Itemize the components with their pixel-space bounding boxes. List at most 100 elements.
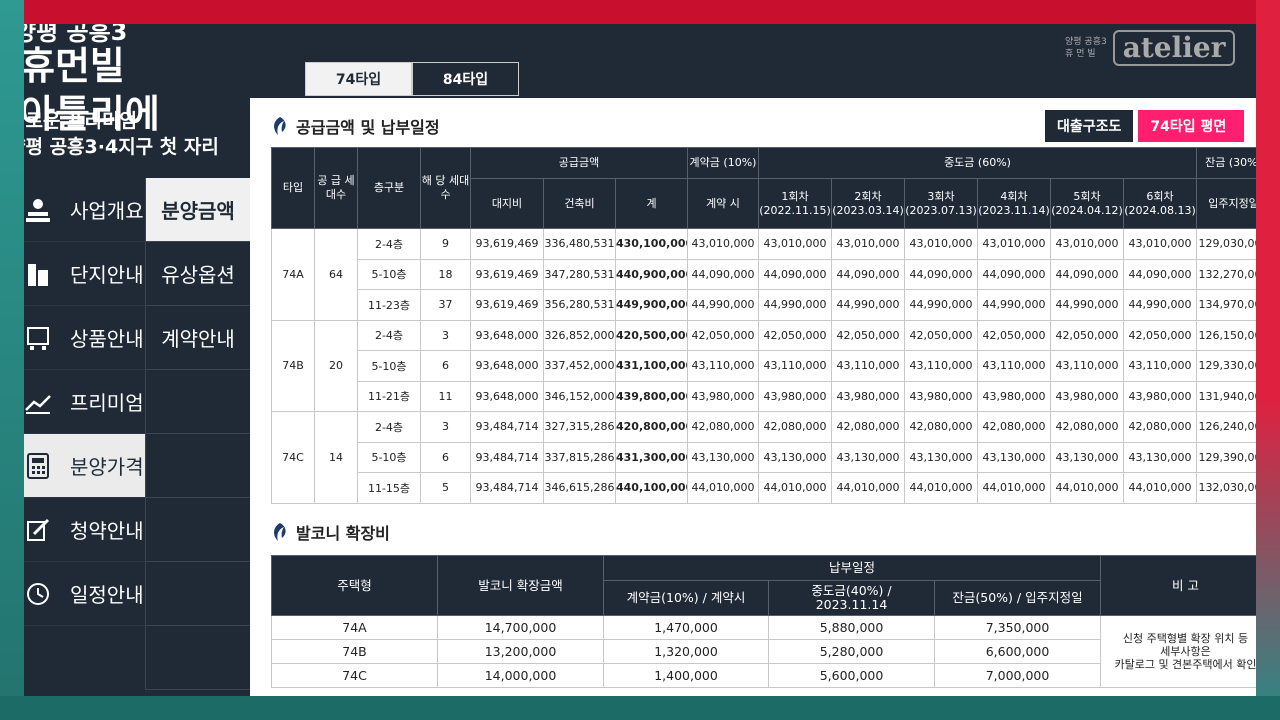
amount-cell: 42,050,000	[831, 319, 905, 351]
submenu-item[interactable]: 분양금액	[146, 178, 250, 242]
menu-item[interactable]: 일정안내	[24, 562, 145, 626]
floor-cell: 11-23층	[357, 289, 421, 321]
logo-text: atelier	[1112, 30, 1236, 66]
submenu-item[interactable]: 계약안내	[146, 306, 250, 370]
round-label: 2회차	[854, 189, 882, 203]
amount-cell: 43,110,000	[758, 350, 832, 382]
menu-item[interactable]: 상품안내	[24, 306, 145, 370]
amount-cell: 43,010,000	[904, 228, 978, 260]
amount-cell: 420,500,000	[615, 319, 688, 351]
amount-cell: 42,080,000	[1122, 411, 1198, 443]
note-line: 세부사항은	[1160, 645, 1211, 658]
content: 공급금액 및 납부일정 대출구조도 74타입 평면 타입 공 급 세대수 층구분 해 …	[250, 98, 1256, 696]
floor-cell: 5-10층	[357, 441, 421, 473]
amount-cell: 44,090,000	[904, 258, 978, 290]
floor-cell: 2-4층	[357, 411, 421, 443]
header-cell: 납부일정	[603, 555, 1101, 581]
header-row: 계약금(10%) / 계약시 중도금(40%) /2023.11.14 잔금(50%…	[272, 580, 1257, 616]
amount-cell: 42,080,000	[831, 411, 905, 443]
floor-cell: 2-4층	[357, 319, 421, 351]
count-cell: 5	[420, 472, 471, 504]
count-cell: 18	[420, 258, 471, 290]
menu-label: 단지안내	[70, 263, 144, 287]
menu-item[interactable]: 프리미엄	[24, 370, 145, 434]
menu-icon	[26, 198, 50, 222]
tagline-line: 새로운 프리미엄	[8, 110, 137, 132]
submenu-item	[146, 562, 250, 626]
tab[interactable]: 84타입	[412, 62, 519, 96]
header-cell: 공급금액	[470, 147, 688, 179]
header-cell: 잔금 (30%)	[1196, 147, 1256, 179]
amount-cell: 44,990,000	[687, 289, 759, 321]
amount-cell: 43,110,000	[904, 350, 978, 382]
header-cell: 중도금(40%) /2023.11.14	[768, 580, 935, 616]
amount-cell: 1,320,000	[603, 639, 769, 664]
floor-cell: 11-21층	[357, 380, 421, 412]
header-cell: 발코니 확장금액	[437, 555, 604, 616]
amount-cell: 430,100,000	[615, 228, 688, 260]
amount-cell: 43,010,000	[831, 228, 905, 260]
button[interactable]: 74타입 평면	[1138, 110, 1245, 142]
menu-item[interactable]: 청약안내	[24, 498, 145, 562]
count-cell: 37	[420, 289, 471, 321]
submenu-item	[146, 626, 250, 690]
floor-cell: 2-4층	[357, 228, 421, 260]
menu-item[interactable]: 사업개요	[24, 178, 145, 242]
frame-left	[0, 0, 24, 720]
amount-cell: 431,100,000	[615, 350, 688, 382]
amount-cell: 43,010,000	[758, 228, 832, 260]
submenu-item[interactable]: 유상옵션	[146, 242, 250, 306]
frame-bottom	[0, 696, 1280, 720]
amount-cell: 43,010,000	[977, 228, 1051, 260]
amount-cell: 44,990,000	[758, 289, 832, 321]
header-cell: 공 급 세대수	[314, 147, 358, 229]
amount-cell: 44,990,000	[1122, 289, 1198, 321]
button[interactable]: 대출구조도	[1045, 110, 1134, 142]
menu-icon	[27, 452, 49, 479]
submenu-item	[146, 434, 250, 498]
buttons: 대출구조도 74타입 평면	[1045, 110, 1245, 142]
section-heading: 공급금액 및 납부일정	[270, 114, 440, 138]
amount-cell: 44,010,000	[687, 472, 759, 504]
menu-item[interactable]: 분양가격	[24, 434, 145, 498]
amount-cell: 43,110,000	[977, 350, 1051, 382]
logo-line: 양평 공흥3	[1065, 37, 1107, 47]
header-cell: 잔금(50%) / 입주지정일	[934, 580, 1101, 616]
count-cell: 3	[420, 319, 471, 351]
leaf-icon	[274, 117, 286, 135]
floor-cell: 5-10층	[357, 350, 421, 382]
data-row: 74A 14,700,000 1,470,000 5,880,000 7,350,000…	[271, 615, 1256, 688]
balcony-table: 주택형 발코니 확장금액 납부일정 비 고 계약금(10%) / 계약시 중도금(40%)…	[271, 555, 1256, 688]
header-line: 계약금(10%) / 계약시	[626, 590, 746, 605]
menu-label: 분양가격	[70, 455, 144, 479]
round-date: (2023.07.13)	[905, 203, 977, 217]
amount-cell: 44,090,000	[758, 258, 832, 290]
round-date: (2023.11.14)	[978, 203, 1050, 217]
frame-right	[1256, 0, 1280, 720]
note-line: 신청 주택형별 확장 위치 등	[1122, 632, 1249, 645]
amount-cell: 356,280,531	[543, 289, 616, 321]
logo-line: 휴 먼 빌	[1065, 49, 1096, 59]
amount-cell: 5,880,000	[768, 615, 935, 640]
header-cell: 대지비	[470, 178, 544, 229]
amount-cell: 74B	[271, 639, 438, 664]
amount-cell: 44,090,000	[687, 258, 759, 290]
type-cell: 74B	[271, 319, 315, 412]
amount-cell: 93,484,714	[470, 472, 544, 504]
amount-cell: 44,010,000	[904, 472, 978, 504]
round-date: (2022.11.15)	[759, 203, 831, 217]
menu-label: 사업개요	[70, 199, 144, 223]
header-row: 주택형 발코니 확장금액 납부일정 비 고	[271, 555, 1256, 616]
data-row: 74A 64 2-4층 9 93,619,469 336,480,531 430,100,0…	[271, 228, 1256, 321]
amount-cell: 132,270,000	[1196, 258, 1256, 290]
header-row: 타입 공 급 세대수 층구분 해 당 세대수 공급금액 계약금 (10%) 중도금 (60%…	[271, 147, 1256, 229]
round-date: (2024.04.12)	[1051, 203, 1123, 217]
header-cell: 중도금 (60%)	[757, 147, 1198, 179]
tab[interactable]: 74타입	[305, 62, 412, 96]
amount-cell: 44,010,000	[831, 472, 905, 504]
count-cell: 11	[420, 380, 471, 412]
menu-item[interactable]: 단지안내	[24, 242, 145, 306]
amount-cell: 337,452,000	[543, 350, 616, 382]
header-cell: 입주지정일	[1196, 178, 1256, 229]
